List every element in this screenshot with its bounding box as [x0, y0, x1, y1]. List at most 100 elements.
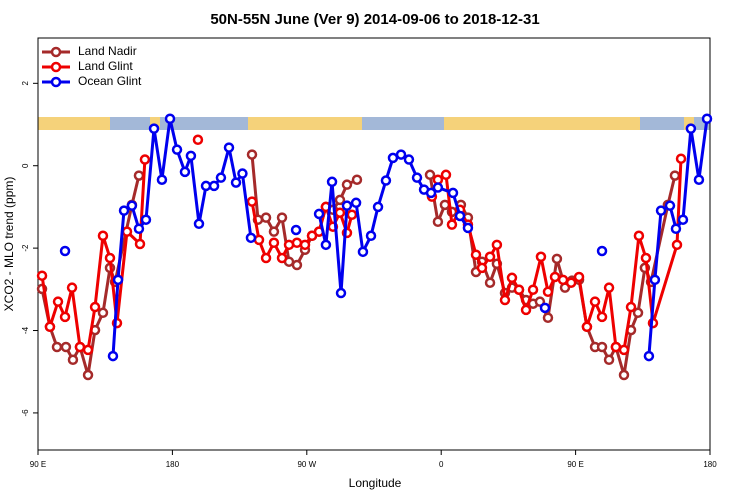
data-point [484, 277, 496, 288]
data-point [439, 199, 451, 211]
data-point [89, 301, 101, 313]
data-point [425, 187, 437, 199]
data-point [107, 350, 119, 362]
data-point [59, 245, 71, 257]
series-line [111, 117, 709, 357]
legend-label: Ocean Glint [78, 74, 142, 88]
data-point [121, 226, 133, 237]
data-point [633, 230, 645, 242]
data-point [230, 177, 242, 188]
y-tick-label: 2 [21, 81, 30, 86]
data-point [542, 312, 554, 323]
data-point [97, 307, 109, 319]
data-point [365, 230, 377, 242]
data-point [701, 113, 713, 125]
data-point [299, 239, 311, 251]
data-point [82, 344, 94, 356]
y-tick-label: 0 [21, 163, 30, 168]
data-point [350, 197, 362, 209]
data-point [693, 174, 705, 185]
data-point [446, 219, 458, 230]
data-point [276, 252, 288, 264]
data-point [403, 154, 415, 165]
data-point [542, 286, 554, 298]
data-point [134, 238, 146, 250]
data-point [499, 294, 511, 306]
data-point [573, 271, 585, 283]
data-point [380, 175, 392, 186]
data-point [565, 277, 577, 288]
data-point [618, 369, 630, 381]
data-point [334, 194, 346, 206]
x-tick-label: 0 [439, 460, 444, 469]
data-point [411, 172, 423, 183]
data-point [454, 210, 466, 222]
x-tick-label: 90 W [297, 460, 316, 469]
data-point [669, 170, 681, 181]
land-band [38, 117, 110, 130]
data-point [171, 144, 183, 155]
data-point [685, 123, 697, 134]
data-point [179, 166, 191, 178]
data-point [208, 180, 220, 192]
data-point [372, 201, 384, 213]
data-point [326, 176, 338, 188]
data-point [140, 214, 152, 225]
data-point [51, 341, 63, 353]
data-point [82, 369, 94, 381]
data-point [60, 341, 72, 353]
y-tick-label: -4 [21, 326, 30, 334]
data-point [387, 152, 399, 164]
data-point [200, 180, 212, 192]
data-point [351, 174, 363, 185]
data-point [671, 239, 683, 251]
data-point [52, 296, 64, 307]
data-point [341, 200, 353, 211]
data-point [632, 307, 644, 319]
data-point [192, 134, 204, 146]
legend-label: Land Nadir [78, 44, 137, 58]
data-point [440, 169, 452, 181]
data-point [462, 222, 474, 234]
data-point [596, 341, 608, 353]
data-point [539, 302, 551, 314]
data-point [670, 223, 682, 235]
data-point [260, 212, 272, 223]
data-point [664, 200, 676, 211]
x-tick-label: 180 [166, 460, 180, 469]
data-point [223, 142, 235, 153]
data-point [535, 251, 547, 263]
legend-marker [50, 46, 62, 58]
data-point [346, 209, 358, 220]
data-point [640, 252, 652, 264]
data-point [36, 270, 48, 281]
data-point [215, 172, 227, 183]
data-point [424, 169, 436, 181]
data-point [44, 321, 56, 333]
data-point [675, 153, 687, 164]
data-point [432, 216, 444, 228]
data-point [245, 232, 257, 244]
data-point [320, 239, 332, 251]
land-band [444, 117, 640, 130]
data-point [432, 182, 444, 193]
data-point [649, 274, 661, 286]
data-point [557, 274, 569, 286]
y-axis-label: XCO2 - MLO trend (ppm) [2, 177, 16, 312]
data-point [581, 321, 593, 333]
data-point [246, 149, 258, 160]
data-point [603, 354, 615, 366]
data-point [237, 168, 248, 179]
series-line [40, 154, 677, 377]
data-point [268, 226, 280, 237]
land-band [684, 117, 694, 130]
data-point [341, 179, 353, 190]
data-point [66, 282, 78, 293]
data-point [276, 212, 288, 223]
data-point [148, 123, 160, 134]
data-point [589, 296, 601, 307]
data-point [596, 311, 608, 323]
data-point [59, 311, 71, 323]
data-point [118, 205, 130, 216]
